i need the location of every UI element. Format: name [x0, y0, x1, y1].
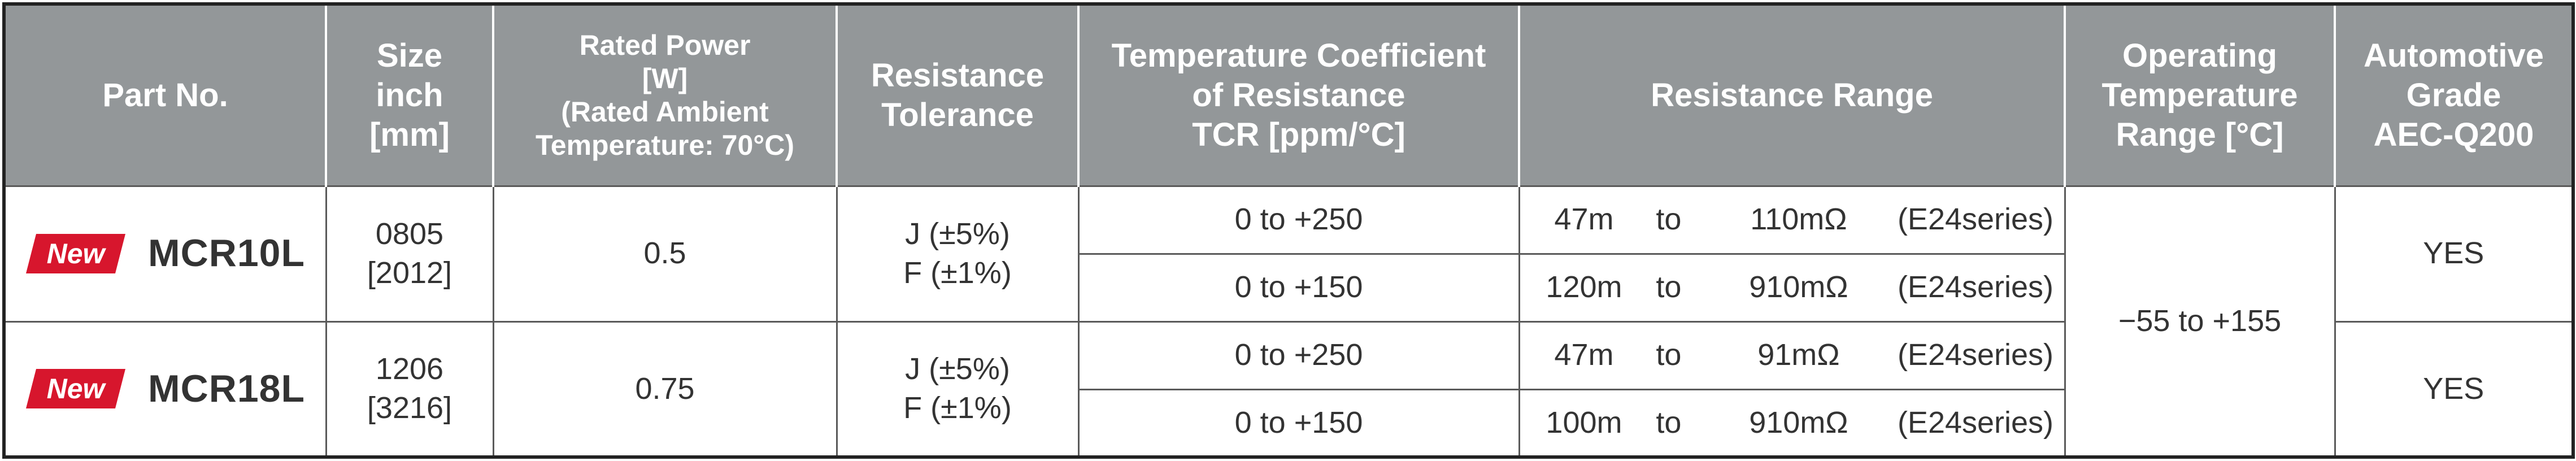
- automotive-cell: YES: [2334, 185, 2574, 323]
- header-size: Size inch [mm]: [325, 4, 493, 186]
- header-operating-temp: Operating Temperature Range [°C]: [2064, 4, 2335, 186]
- header-tcr: Temperature Coefficient of Resistance TC…: [1077, 4, 1519, 186]
- power-cell: 0.5: [492, 185, 838, 323]
- resistance-range-cell: 47m to 110mΩ (E24series): [1518, 185, 2066, 255]
- header-row: Part No. Size inch [mm] Rated Power [W] …: [4, 4, 2573, 186]
- svg-text:New: New: [47, 373, 107, 405]
- automotive-cell: YES: [2334, 320, 2574, 458]
- power-cell: 0.75: [492, 320, 838, 458]
- header-automotive: Automotive Grade AEC-Q200: [2334, 4, 2573, 186]
- header-rated-power: Rated Power [W] (Rated Ambient Temperatu…: [492, 4, 837, 186]
- part-cell: New MCR10L: [3, 185, 327, 323]
- part-name: MCR18L: [148, 367, 306, 410]
- resistance-range-cell: 100m to 910mΩ (E24series): [1518, 388, 2066, 458]
- table-row: 0 to +150 100m to 910mΩ (E24series): [4, 388, 2573, 458]
- tolerance-cell: J (±5%) F (±1%): [836, 185, 1080, 323]
- tcr-cell: 0 to +150: [1077, 388, 1520, 458]
- resistance-range-cell: 47m to 91mΩ (E24series): [1518, 320, 2066, 390]
- table-row: 0 to +150 120m to 910mΩ (E24series): [4, 253, 2573, 323]
- part-name: MCR10L: [148, 232, 306, 275]
- resistance-range-cell: 120m to 910mΩ (E24series): [1518, 253, 2066, 323]
- size-cell: 1206 [3216]: [325, 320, 494, 458]
- part-cell: New MCR18L: [3, 320, 327, 458]
- table-row: New MCR18L 1206 [3216] 0.75 J (±5%) F (±…: [3, 320, 2574, 458]
- size-cell: 0805 [2012]: [325, 185, 494, 323]
- header-tolerance: Resistance Tolerance: [836, 4, 1078, 186]
- new-badge-icon: New: [26, 234, 125, 273]
- svg-text:New: New: [47, 238, 107, 269]
- tolerance-cell: J (±5%) F (±1%): [836, 320, 1080, 458]
- table-row: New MCR10L 0805 [2012] 0.5 J (±5%) F (±1…: [3, 185, 2574, 458]
- header-resistance-range: Resistance Range: [1518, 4, 2065, 186]
- new-badge-icon: New: [26, 369, 125, 409]
- tcr-cell: 0 to +150: [1077, 253, 1520, 323]
- tcr-cell: 0 to +250: [1077, 185, 1520, 255]
- tcr-cell: 0 to +250: [1077, 320, 1520, 390]
- header-part-no: Part No.: [4, 4, 326, 186]
- operating-temp-cell: −55 to +155: [2064, 185, 2336, 458]
